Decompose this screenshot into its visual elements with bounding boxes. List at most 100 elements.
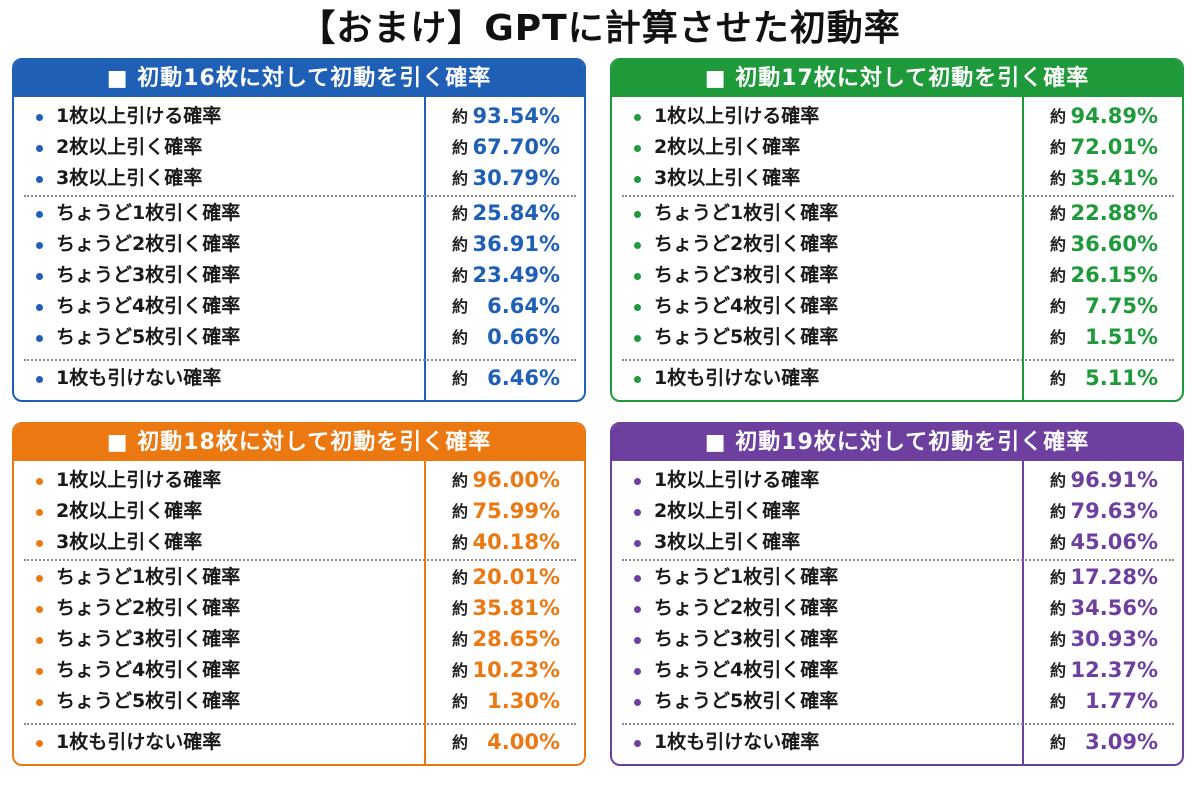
row-value: 72.01%	[1070, 135, 1158, 159]
approx-label: 約	[452, 138, 469, 157]
row-value: 4.00%	[487, 730, 560, 754]
row-label: ちょうど5枚引く確率	[56, 326, 241, 348]
approx-label: 約	[1050, 369, 1067, 388]
probability-row: ちょうど4枚引く確率 約 6.64%	[14, 291, 584, 322]
bullet-icon	[634, 242, 641, 249]
row-value: 96.91%	[1070, 468, 1158, 492]
bullet-icon	[634, 740, 641, 747]
panel-16: ■ 初動16枚に対して初動を引く確率 1枚以上引ける確率約 93.54% 2枚以上引く…	[12, 58, 586, 402]
row-label: 1枚も引けない確率	[654, 367, 820, 389]
probability-row: 1枚も引けない確率 約 5.11%	[612, 363, 1182, 394]
group-separator	[622, 723, 1174, 725]
probability-row: ちょうど3枚引く確率 約 28.65%	[14, 624, 584, 655]
probability-row: ちょうど2枚引く確率 約 36.60%	[612, 229, 1182, 260]
row-label: ちょうど1枚引く確率	[56, 202, 241, 224]
row-label: ちょうど1枚引く確率	[654, 202, 839, 224]
row-label: ちょうど4枚引く確率	[654, 659, 839, 681]
probability-row: 2枚以上引く確率 約 75.99%	[14, 496, 584, 527]
group-separator	[24, 723, 576, 725]
row-value: 5.11%	[1085, 366, 1158, 390]
approx-label: 約	[452, 107, 469, 126]
row-label: 3枚以上引く確率	[56, 167, 203, 189]
row-label: 1枚も引けない確率	[56, 731, 222, 753]
probability-row: ちょうど3枚引く確率 約 26.15%	[612, 260, 1182, 291]
group-separator	[622, 559, 1174, 561]
approx-label: 約	[1050, 107, 1067, 126]
row-value: 26.15%	[1070, 263, 1158, 287]
bullet-icon	[634, 699, 641, 706]
row-label: ちょうど3枚引く確率	[56, 264, 241, 286]
approx-label: 約	[1050, 328, 1067, 347]
bullet-icon	[36, 176, 43, 183]
probability-row: 1枚も引けない確率 約 4.00%	[14, 727, 584, 758]
row-label: ちょうど5枚引く確率	[654, 326, 839, 348]
approx-label: 約	[452, 661, 469, 680]
row-label: 2枚以上引く確率	[654, 136, 801, 158]
probability-row: ちょうど3枚引く確率 約 23.49%	[14, 260, 584, 291]
probability-row: 1枚も引けない確率 約 6.46%	[14, 363, 584, 394]
bullet-icon	[36, 509, 43, 516]
row-value: 12.37%	[1070, 658, 1158, 682]
row-value: 75.99%	[472, 499, 560, 523]
probability-row: ちょうど2枚引く確率 約 36.91%	[14, 229, 584, 260]
approx-label: 約	[1050, 266, 1067, 285]
bullet-icon	[36, 242, 43, 249]
row-label: 3枚以上引く確率	[654, 167, 801, 189]
row-value: 35.81%	[472, 596, 560, 620]
row-value: 3.09%	[1085, 730, 1158, 754]
bullet-icon	[36, 304, 43, 311]
approx-label: 約	[1050, 568, 1067, 587]
bullet-icon	[36, 211, 43, 218]
approx-label: 約	[452, 733, 469, 752]
probability-row: ちょうど2枚引く確率 約 35.81%	[14, 593, 584, 624]
panel-body: 1枚以上引ける確率約 96.00% 2枚以上引く確率約 75.99% 3枚以上引く確率約…	[14, 461, 584, 764]
row-label: 3枚以上引く確率	[56, 531, 203, 553]
probability-row: ちょうど5枚引く確率 約 1.51%	[612, 322, 1182, 353]
panel-body: 1枚以上引ける確率約 94.89% 2枚以上引く確率約 72.01% 3枚以上引く確率約…	[612, 97, 1182, 400]
row-value: 30.79%	[472, 166, 560, 190]
bullet-icon	[634, 478, 641, 485]
approx-label: 約	[452, 169, 469, 188]
row-value: 6.46%	[487, 366, 560, 390]
column-divider	[424, 461, 426, 764]
probability-row: ちょうど1枚引く確率 約 20.01%	[14, 562, 584, 593]
row-label: 1枚以上引ける確率	[56, 105, 222, 127]
row-label: ちょうど2枚引く確率	[56, 597, 241, 619]
panel-header: ■ 初動19枚に対して初動を引く確率	[612, 424, 1182, 461]
row-value: 36.91%	[472, 232, 560, 256]
panel-header: ■ 初動18枚に対して初動を引く確率	[14, 424, 584, 461]
approx-label: 約	[1050, 733, 1067, 752]
row-label: 2枚以上引く確率	[56, 136, 203, 158]
probability-row: ちょうど4枚引く確率 約 10.23%	[14, 655, 584, 686]
row-label: ちょうど3枚引く確率	[654, 264, 839, 286]
row-label: ちょうど4枚引く確率	[654, 295, 839, 317]
row-value: 67.70%	[472, 135, 560, 159]
bullet-icon	[36, 273, 43, 280]
row-label: ちょうど1枚引く確率	[654, 566, 839, 588]
row-value: 79.63%	[1070, 499, 1158, 523]
row-value: 94.89%	[1070, 104, 1158, 128]
row-value: 1.30%	[487, 689, 560, 713]
approx-label: 約	[452, 328, 469, 347]
bullet-icon	[634, 335, 641, 342]
probability-row: 3枚以上引く確率 約 40.18%	[14, 527, 584, 558]
bullet-icon	[634, 637, 641, 644]
row-value: 25.84%	[472, 201, 560, 225]
row-label: ちょうど4枚引く確率	[56, 659, 241, 681]
bullet-icon	[36, 335, 43, 342]
approx-label: 約	[1050, 661, 1067, 680]
row-value: 34.56%	[1070, 596, 1158, 620]
bullet-icon	[634, 376, 641, 383]
row-label: 1枚以上引ける確率	[56, 469, 222, 491]
probability-row: ちょうど5枚引く確率 約 0.66%	[14, 322, 584, 353]
approx-label: 約	[1050, 502, 1067, 521]
probability-row: ちょうど2枚引く確率 約 34.56%	[612, 593, 1182, 624]
row-label: 1枚も引けない確率	[654, 731, 820, 753]
probability-row: 2枚以上引く確率 約 67.70%	[14, 132, 584, 163]
row-label: 1枚以上引ける確率	[654, 469, 820, 491]
approx-label: 約	[1050, 692, 1067, 711]
row-value: 20.01%	[472, 565, 560, 589]
row-value: 0.66%	[487, 325, 560, 349]
row-value: 36.60%	[1070, 232, 1158, 256]
bullet-icon	[36, 114, 43, 121]
